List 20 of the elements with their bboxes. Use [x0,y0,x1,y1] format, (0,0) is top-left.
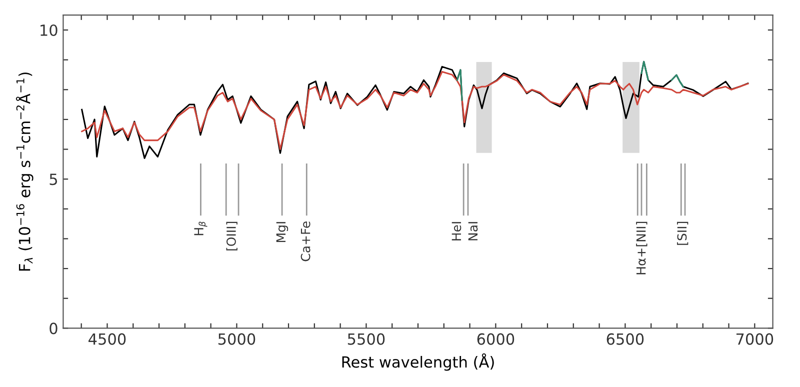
annotation: Ca+Fe [300,222,310,262]
x-axis-title: Rest wavelength (Å) [342,353,494,371]
x-tick-label: 6500 [606,333,644,345]
annotation: [SII] [677,222,688,245]
x-tick-label: 7000 [736,333,774,345]
annotation: HeI [452,222,462,240]
annotation: NaI [468,222,478,240]
line-series [81,70,749,150]
annotation: H$_{β}$ [194,222,208,236]
y-tick-label: 10 [40,24,58,36]
annotation: [OIII] [226,222,238,250]
x-tick-label: 5000 [218,333,256,345]
x-tick-label: 4500 [88,333,126,345]
y-tick-label: 0 [50,322,58,334]
x-tick-label: 6000 [477,333,514,345]
x-tick-label: 5500 [348,333,385,345]
text: F$_{λ}$ (10$^{−16}$ erg s$^{−1}$cm$^{−2}$Å$^{−1}$) [16,72,34,271]
y-tick-label: 5 [50,174,58,186]
annotation: Hα+[NII] [636,222,648,274]
annotation: MgI [276,222,288,242]
